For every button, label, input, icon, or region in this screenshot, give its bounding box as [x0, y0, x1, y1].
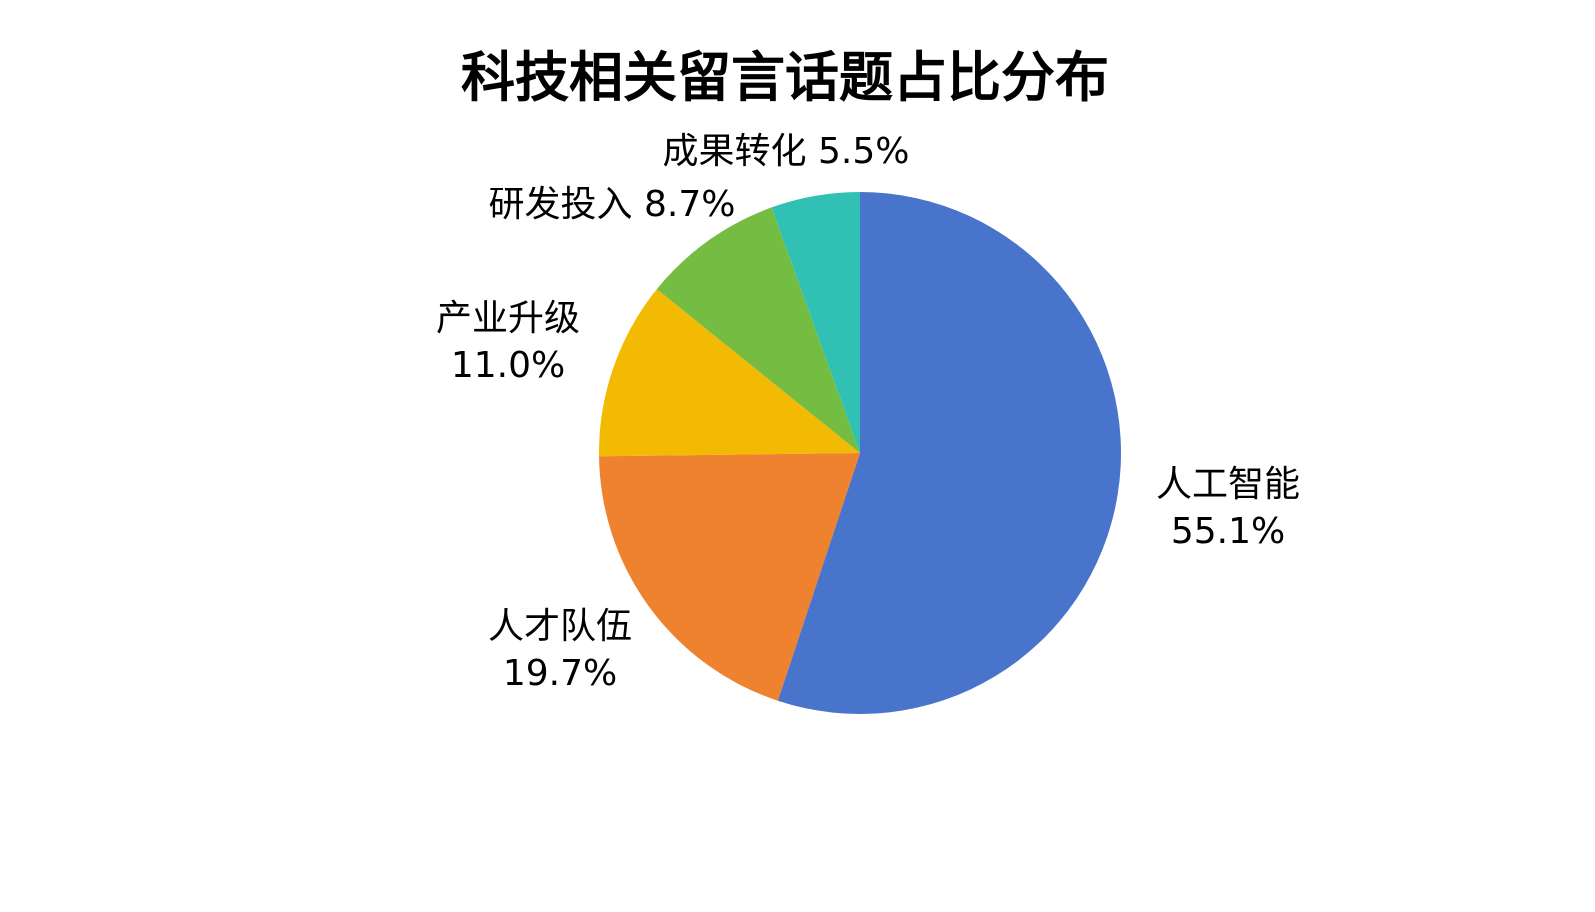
pie-slice-1	[777, 192, 1121, 715]
data-label-2: 人才队伍 19.7%	[488, 606, 632, 694]
data-label-3: 产业升级 11.0%	[436, 298, 580, 386]
pie-slice-5	[771, 192, 860, 453]
pie-slice-3	[599, 289, 860, 457]
data-label-4: 研发投入 8.7%	[489, 184, 736, 225]
data-label-5: 成果转化 5.5%	[663, 131, 910, 172]
data-label-1: 人工智能 55.1%	[1156, 464, 1300, 552]
chart-title: 科技相关留言话题占比分布	[461, 46, 1109, 109]
pie-slice-4	[656, 207, 860, 453]
pie-slice-2	[599, 453, 860, 701]
